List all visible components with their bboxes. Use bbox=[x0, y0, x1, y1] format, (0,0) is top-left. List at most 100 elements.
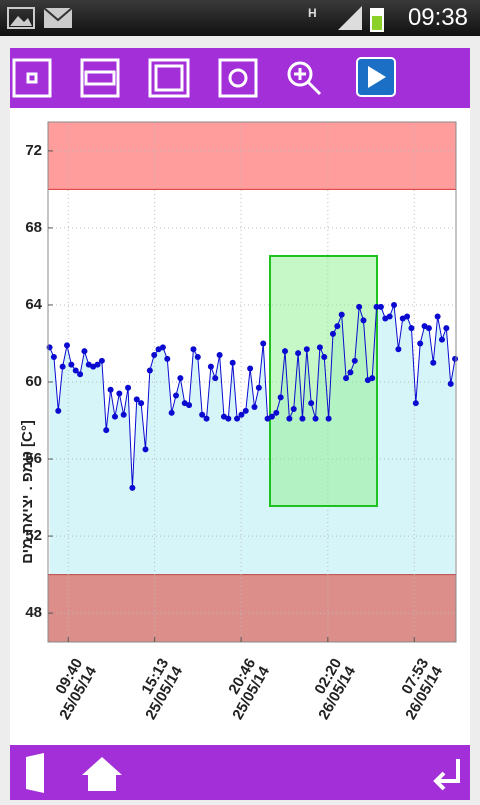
point bbox=[129, 484, 136, 491]
point bbox=[59, 363, 66, 370]
chart: טמפ . יציאת מים [C°] 48 52 56 60 64 68 72 bbox=[19, 121, 459, 643]
point bbox=[325, 415, 332, 422]
point bbox=[199, 411, 206, 418]
point bbox=[255, 384, 262, 391]
point bbox=[282, 348, 289, 355]
signal-icons: H bbox=[308, 6, 384, 32]
point bbox=[351, 357, 358, 364]
point bbox=[133, 396, 140, 403]
zoom-full-button[interactable] bbox=[148, 58, 190, 98]
point bbox=[434, 313, 441, 320]
bottom-bar bbox=[10, 745, 470, 800]
status-bar: H 09:38 bbox=[0, 0, 480, 36]
point bbox=[277, 394, 284, 401]
point bbox=[347, 369, 354, 376]
point bbox=[111, 413, 118, 420]
point bbox=[159, 344, 166, 351]
y-axis-label: טמפ . יציאת מים [C°] bbox=[19, 420, 36, 564]
point bbox=[164, 355, 171, 362]
point bbox=[299, 415, 306, 422]
selection-box bbox=[269, 255, 378, 507]
point bbox=[395, 346, 402, 353]
point bbox=[72, 367, 79, 374]
point bbox=[168, 409, 175, 416]
point bbox=[120, 411, 127, 418]
point bbox=[77, 371, 84, 378]
toolbar-icons bbox=[12, 57, 396, 98]
point bbox=[173, 392, 180, 399]
point bbox=[360, 317, 367, 324]
point bbox=[186, 402, 193, 409]
point bbox=[312, 415, 319, 422]
y-tick-label: 52 bbox=[25, 527, 42, 544]
point bbox=[290, 405, 297, 412]
upper-limit-band bbox=[48, 122, 456, 190]
y-tick-label: 68 bbox=[25, 219, 42, 236]
point bbox=[438, 336, 445, 343]
point bbox=[417, 340, 424, 347]
zoom-wide-button[interactable] bbox=[80, 58, 120, 98]
point bbox=[203, 415, 210, 422]
point bbox=[116, 390, 123, 397]
point bbox=[425, 325, 432, 332]
point bbox=[386, 313, 393, 320]
point bbox=[146, 367, 153, 374]
point bbox=[286, 415, 293, 422]
point bbox=[404, 313, 411, 320]
exit-button[interactable] bbox=[26, 753, 44, 793]
point bbox=[55, 407, 62, 414]
bottom-icons bbox=[26, 753, 460, 793]
point bbox=[63, 342, 70, 349]
point bbox=[338, 311, 345, 318]
point bbox=[50, 353, 57, 360]
point bbox=[212, 375, 219, 382]
point bbox=[343, 375, 350, 382]
point bbox=[103, 427, 110, 434]
point bbox=[447, 380, 454, 387]
point bbox=[430, 359, 437, 366]
status-icons bbox=[7, 7, 73, 29]
point bbox=[107, 386, 114, 393]
point bbox=[207, 363, 214, 370]
point bbox=[98, 357, 105, 364]
point bbox=[273, 409, 280, 416]
point bbox=[190, 346, 197, 353]
y-tick-label: 60 bbox=[25, 373, 42, 390]
point bbox=[295, 350, 302, 357]
point bbox=[247, 365, 254, 372]
point bbox=[242, 407, 249, 414]
point bbox=[316, 344, 323, 351]
point bbox=[194, 353, 201, 360]
clock: 09:38 bbox=[407, 4, 468, 31]
point bbox=[142, 446, 149, 453]
point bbox=[373, 303, 380, 310]
point bbox=[251, 404, 258, 411]
home-button[interactable] bbox=[82, 757, 122, 791]
point bbox=[443, 325, 450, 332]
point bbox=[377, 303, 384, 310]
point bbox=[260, 340, 267, 347]
zoom-in-button[interactable] bbox=[287, 61, 313, 87]
point bbox=[238, 411, 245, 418]
y-tick-label: 56 bbox=[25, 450, 42, 467]
point bbox=[391, 301, 398, 308]
lower-limit-band bbox=[48, 574, 456, 642]
point bbox=[94, 361, 101, 368]
y-tick-label: 48 bbox=[25, 604, 42, 621]
point bbox=[138, 400, 145, 407]
point bbox=[356, 303, 363, 310]
point bbox=[334, 323, 341, 330]
point bbox=[68, 361, 75, 368]
zoom-small-button[interactable] bbox=[12, 58, 52, 98]
point bbox=[303, 346, 310, 353]
point bbox=[125, 384, 132, 391]
back-button[interactable] bbox=[433, 759, 460, 791]
point bbox=[412, 400, 419, 407]
zoom-circle-button[interactable] bbox=[218, 58, 258, 98]
point bbox=[308, 400, 315, 407]
point bbox=[177, 375, 184, 382]
point bbox=[151, 352, 158, 359]
point bbox=[321, 353, 328, 360]
y-tick-label: 64 bbox=[25, 296, 42, 313]
